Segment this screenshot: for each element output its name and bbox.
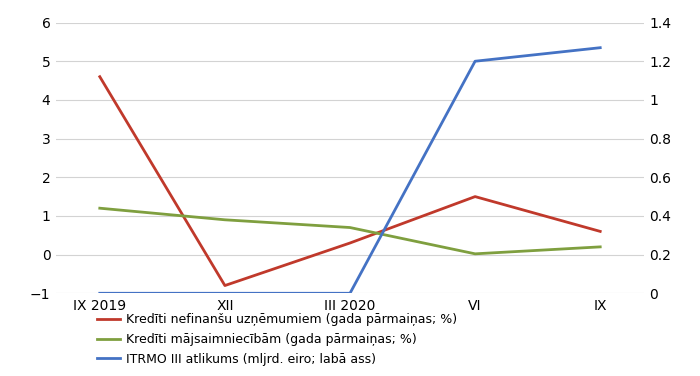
Legend: Kredīti nefinanšu uzņēmumiem (gada pārmaiņas; %), Kredīti mājsaimniecībām (gada : Kredīti nefinanšu uzņēmumiem (gada pārma… [97, 313, 457, 366]
